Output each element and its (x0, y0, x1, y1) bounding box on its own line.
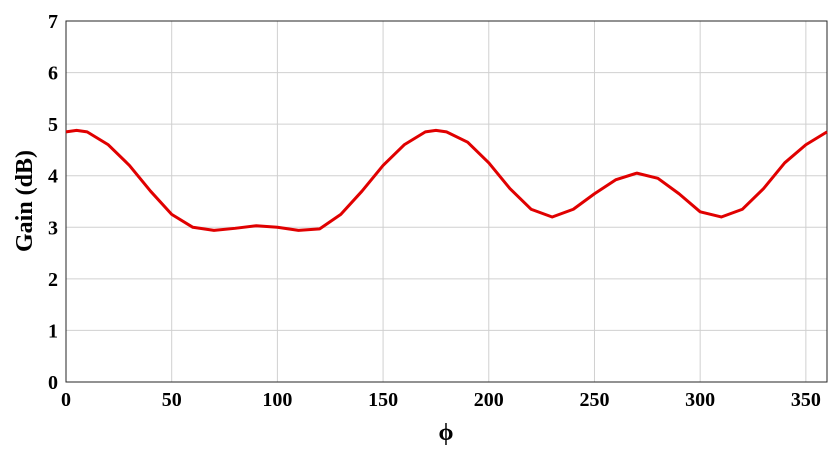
y-tick-label: 2 (48, 269, 58, 291)
x-tick-label: 350 (791, 389, 821, 411)
line (65, 128, 828, 232)
x-tick-label: 200 (474, 389, 504, 411)
x-tick-label: 150 (368, 389, 398, 411)
x-axis-label: ϕ (439, 420, 454, 446)
plot-frame (65, 20, 828, 383)
y-tick-label: 3 (48, 217, 58, 239)
y-tick-label: 6 (48, 63, 58, 85)
x-tick-label: 100 (262, 389, 292, 411)
y-tick-label: 7 (48, 11, 58, 33)
x-tick-label: 300 (685, 389, 715, 411)
y-tick-label: 4 (48, 166, 58, 188)
y-tick-label: 1 (48, 320, 58, 342)
x-tick-label: 0 (61, 389, 71, 411)
y-tick-label: 5 (48, 114, 58, 136)
y-tick-label: 0 (48, 372, 58, 394)
x-tick-label: 250 (579, 389, 609, 411)
y-axis-label: Gain (dB) (12, 150, 38, 252)
x-tick-label: 50 (162, 389, 182, 411)
